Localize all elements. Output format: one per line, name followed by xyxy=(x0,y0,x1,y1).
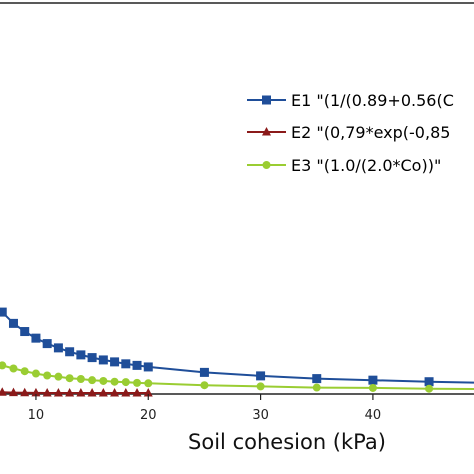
series-2-point-3 xyxy=(20,387,30,397)
series-1-point-18 xyxy=(368,375,378,385)
series-2-point-1 xyxy=(0,387,7,396)
series-1-point-11 xyxy=(110,357,120,367)
series-1-point-9 xyxy=(87,353,97,363)
series-3-point-1 xyxy=(0,361,7,370)
series-1-point-8 xyxy=(76,350,86,360)
series-1-point-2 xyxy=(8,318,18,328)
series-2-point-4 xyxy=(31,387,41,397)
series-3-point-17 xyxy=(312,383,321,392)
series-1-point-7 xyxy=(65,347,75,357)
series-2-point-7 xyxy=(65,388,75,397)
series-1-point-1 xyxy=(0,307,7,317)
series-3-point-12 xyxy=(121,378,130,387)
series-1 xyxy=(0,307,474,387)
series-3-point-7 xyxy=(65,374,74,383)
series-3-point-14 xyxy=(144,379,153,388)
series-1-point-3 xyxy=(20,327,30,337)
legend-label-1: E1 "(1/(0.89+0.56(C xyxy=(291,91,454,110)
legend-label-2: E2 "(0,79*exp(-0,85 xyxy=(291,123,450,142)
series-3-point-15 xyxy=(200,381,209,390)
series-2-point-9 xyxy=(87,388,97,397)
series-2-point-2 xyxy=(8,387,18,397)
series-1-point-4 xyxy=(31,333,41,343)
series-3 xyxy=(0,361,474,393)
x-tick-label-30: 30 xyxy=(252,408,269,423)
series-2-point-6 xyxy=(53,388,63,397)
series-1-point-17 xyxy=(312,374,322,384)
legend-marker-2 xyxy=(262,127,271,136)
series-3-point-13 xyxy=(133,378,142,387)
legend-label-3: E3 "(1.0/(2.0*Co))" xyxy=(291,156,441,175)
series-3-point-9 xyxy=(88,376,97,385)
series-1-point-6 xyxy=(53,343,63,353)
series-1-point-19 xyxy=(424,377,434,387)
series-1-point-10 xyxy=(98,355,108,365)
series-3-point-10 xyxy=(99,376,108,385)
x-ticks: 10 20 30 40 xyxy=(28,394,382,423)
series-3-point-16 xyxy=(256,382,265,391)
legend: E1 "(1/(0.89+0.56(C E2 "(0,79*exp(-0,85 E3… xyxy=(247,91,454,175)
series-3-point-4 xyxy=(31,369,40,378)
series-3-point-6 xyxy=(54,372,63,381)
series-2-point-14 xyxy=(143,388,153,397)
series-2-point-10 xyxy=(98,388,108,397)
series-3-point-8 xyxy=(76,374,85,383)
legend-marker-3 xyxy=(262,161,271,169)
series-2-point-13 xyxy=(132,388,142,397)
series-1-point-15 xyxy=(199,367,209,377)
series-3-point-18 xyxy=(368,383,377,392)
x-tick-label-40: 40 xyxy=(365,408,382,423)
series-1-point-12 xyxy=(121,359,131,369)
series-1-point-14 xyxy=(143,362,153,372)
legend-item-3: E3 "(1.0/(2.0*Co))" xyxy=(247,156,441,175)
series-3-point-5 xyxy=(43,371,52,380)
x-tick-label-20: 20 xyxy=(140,408,157,423)
legend-marker-1 xyxy=(262,95,271,105)
series-2-point-12 xyxy=(121,388,131,397)
legend-item-1: E1 "(1/(0.89+0.56(C xyxy=(247,91,454,110)
series-1-point-13 xyxy=(132,360,142,370)
series-3-point-2 xyxy=(9,364,18,373)
x-tick-label-10: 10 xyxy=(28,408,45,423)
series-3-point-3 xyxy=(20,367,29,376)
series-layer xyxy=(0,307,474,397)
series-1-point-16 xyxy=(256,371,266,381)
series-3-point-19 xyxy=(425,384,434,393)
legend-item-2: E2 "(0,79*exp(-0,85 xyxy=(247,123,450,142)
series-3-point-11 xyxy=(110,377,119,386)
series-2 xyxy=(0,387,153,397)
x-axis-title: Soil cohesion (kPa) xyxy=(188,430,386,454)
series-2-point-5 xyxy=(42,387,52,397)
series-1-point-5 xyxy=(42,339,52,349)
series-2-point-8 xyxy=(76,388,86,397)
series-2-point-11 xyxy=(110,388,120,397)
